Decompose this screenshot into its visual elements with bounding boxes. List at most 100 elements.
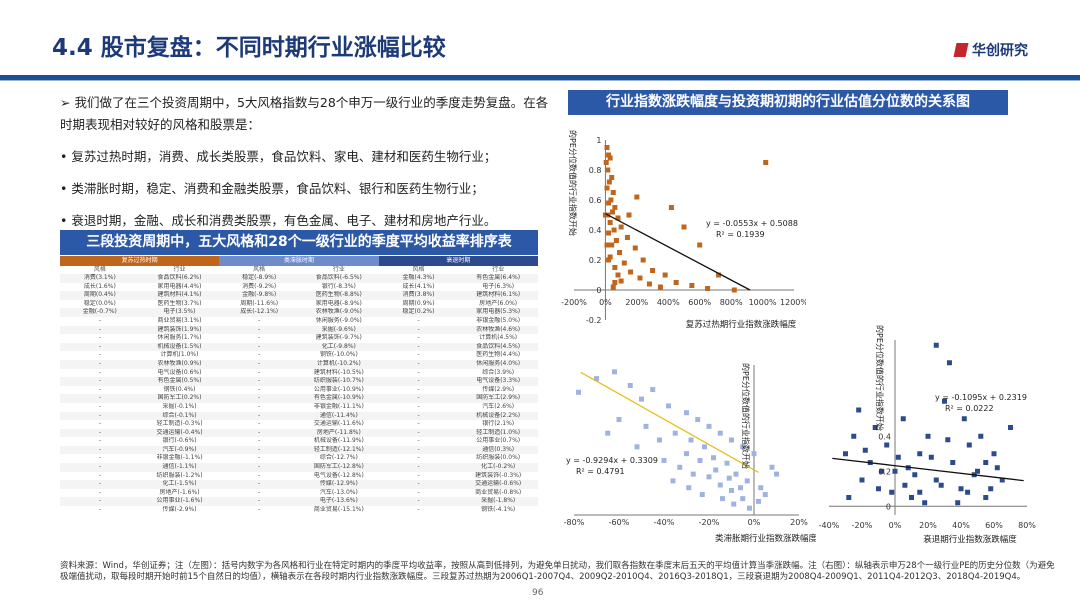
table-cell: - bbox=[98, 480, 101, 488]
data-point bbox=[697, 242, 703, 248]
table-cell: 汽车(2.6%) bbox=[482, 402, 515, 410]
table-cell: - bbox=[417, 334, 420, 342]
data-point bbox=[639, 396, 644, 402]
table-cell: - bbox=[258, 394, 261, 402]
table-cell: 钢铁(0.4%) bbox=[163, 385, 196, 393]
table-cell: 房地产(-11.8%) bbox=[316, 428, 361, 436]
table-cell: 轻工制造(-0.3%) bbox=[156, 420, 203, 428]
table-cell: 国防军工(-12.8%) bbox=[313, 463, 364, 471]
logo-text: 华创研究 bbox=[972, 43, 1028, 59]
table-row: 金融(-0.7%) 电子(3.5%) 成长(-12.1%) 农林牧渔(-9.0%) 稳定… bbox=[60, 308, 538, 317]
data-point bbox=[961, 416, 967, 422]
data-point bbox=[762, 492, 768, 498]
table-cell: 纺织服装(-1.2%) bbox=[156, 471, 203, 479]
data-point bbox=[884, 442, 890, 448]
table-row: 周期(0.4%) 建筑材料(4.1%) 金融(-9.8%) 医药生物(-8.8%) 消费… bbox=[60, 291, 538, 300]
data-point bbox=[1008, 425, 1013, 430]
data-point bbox=[684, 410, 689, 416]
x-tick-label: 200% bbox=[625, 298, 648, 307]
table-cell: 非银金融(5.0%) bbox=[476, 316, 521, 324]
data-point bbox=[729, 437, 734, 443]
table-cell: - bbox=[417, 454, 420, 462]
table-cell: - bbox=[258, 385, 261, 393]
table-row: - 房地产(-1.6%) - 汽车(-13.0%) - 商业贸易(-0.8%) bbox=[60, 489, 538, 498]
data-point bbox=[747, 505, 752, 511]
x-tick-label: -20% bbox=[852, 521, 873, 530]
table-cell: 机械设备(1.5%) bbox=[157, 342, 202, 350]
table-period-header: 复苏过热时期 类滞胀时期 衰退时期 bbox=[60, 256, 538, 266]
table-cell: 电气设备(3.3%) bbox=[476, 377, 521, 385]
y-tick-label: 0 bbox=[596, 286, 601, 295]
table-cell: 汽车(-13.0%) bbox=[319, 488, 358, 496]
r-squared: R² = 0.1939 bbox=[716, 230, 765, 239]
table-cell: - bbox=[417, 342, 420, 350]
data-point bbox=[686, 485, 692, 491]
table-cell: - bbox=[417, 359, 420, 367]
table-cell: - bbox=[417, 506, 420, 514]
table-cell: 综合(3.9%) bbox=[482, 368, 515, 376]
table-cell: - bbox=[98, 351, 101, 359]
data-point bbox=[668, 205, 674, 210]
table-row: - 采掘(-0.1%) - 非银金融(-11.1%) - 汽车(2.6%) bbox=[60, 403, 538, 412]
trend-equation: y = -0.1095x + 0.2319 bbox=[935, 393, 1027, 402]
data-point bbox=[729, 487, 734, 493]
data-point bbox=[751, 451, 757, 457]
table-cell: - bbox=[258, 368, 261, 376]
data-point bbox=[612, 265, 618, 270]
data-point bbox=[705, 286, 711, 291]
table-cell: 汽车(-0.9%) bbox=[162, 445, 197, 453]
table-cell: 农林牧渔(-9.0%) bbox=[315, 308, 362, 316]
data-point bbox=[945, 437, 951, 443]
table-cell: 非银金融(-11.1%) bbox=[313, 402, 364, 410]
bullet-intro: ➢ 我们做了在三个投资周期中，5大风格指数与28个申万一级行业的季度走势复盘。在… bbox=[60, 95, 549, 132]
table-cell: - bbox=[98, 445, 101, 453]
table-cell: 休闲服务(-9.0%) bbox=[315, 316, 362, 324]
table-cell: 建筑装饰(-9.7%) bbox=[315, 334, 362, 342]
data-point bbox=[965, 489, 971, 495]
table-cell: - bbox=[98, 428, 101, 436]
table-cell: 采掘(-0.1%) bbox=[162, 402, 197, 410]
table-cell: 钢铁(-4.1%) bbox=[481, 506, 516, 514]
table-cell: 采掘(-1.8%) bbox=[481, 497, 516, 505]
x-tick-label: 1000% bbox=[749, 298, 777, 307]
data-point bbox=[999, 477, 1005, 483]
y-axis-label: 的PE分位数值的行业指数开始 bbox=[568, 130, 578, 236]
table-cell: 农林牧渔(0.9%) bbox=[157, 359, 202, 367]
x-tick-label: -200% bbox=[561, 298, 587, 307]
table-cell: - bbox=[417, 385, 420, 393]
table-row: - 综合(-0.1%) - 通信(-11.4%) - 机械设备(2.2%) bbox=[60, 411, 538, 421]
subhead-style: 风格 bbox=[412, 266, 425, 273]
table-cell: 计算机(4.5%) bbox=[479, 334, 518, 342]
table-cell: 电气设备(0.6%) bbox=[157, 368, 202, 376]
table-row: - 交通运输(-0.4%) - 房地产(-11.8%) - 轻工制造(1.0%) bbox=[60, 428, 538, 438]
data-point bbox=[928, 454, 934, 460]
data-point bbox=[604, 185, 610, 191]
data-point bbox=[681, 224, 687, 230]
table-cell: - bbox=[258, 325, 261, 333]
x-axis-label: 衰退期行业指数涨跌幅度 bbox=[923, 534, 1017, 545]
data-point bbox=[640, 257, 646, 263]
data-point bbox=[604, 145, 610, 150]
data-point bbox=[731, 287, 737, 293]
data-point bbox=[851, 433, 857, 439]
table-cell: 银行(-8.3%) bbox=[321, 282, 356, 290]
data-point bbox=[576, 389, 581, 395]
table-cell: 家用电器(5.3%) bbox=[476, 308, 521, 316]
data-point bbox=[697, 457, 703, 463]
table-cell: 通信(-1.1%) bbox=[162, 463, 197, 471]
table-cell: 传媒(2.9%) bbox=[482, 385, 515, 393]
data-point bbox=[717, 430, 723, 436]
table-cell: 有色金属(-10.9%) bbox=[313, 394, 364, 402]
x-tick-label: -20% bbox=[699, 518, 720, 527]
table-cell: 商业贸易(-15.1%) bbox=[313, 506, 364, 514]
table-cell: - bbox=[98, 368, 101, 376]
table-cell: - bbox=[417, 394, 420, 402]
data-point bbox=[994, 465, 1000, 471]
data-point bbox=[917, 489, 923, 495]
table-cell: - bbox=[417, 351, 420, 359]
data-point bbox=[711, 455, 716, 461]
y-tick-label: 0.4 bbox=[589, 226, 602, 235]
data-point bbox=[769, 464, 775, 470]
data-point bbox=[991, 451, 997, 457]
data-point bbox=[689, 283, 695, 288]
